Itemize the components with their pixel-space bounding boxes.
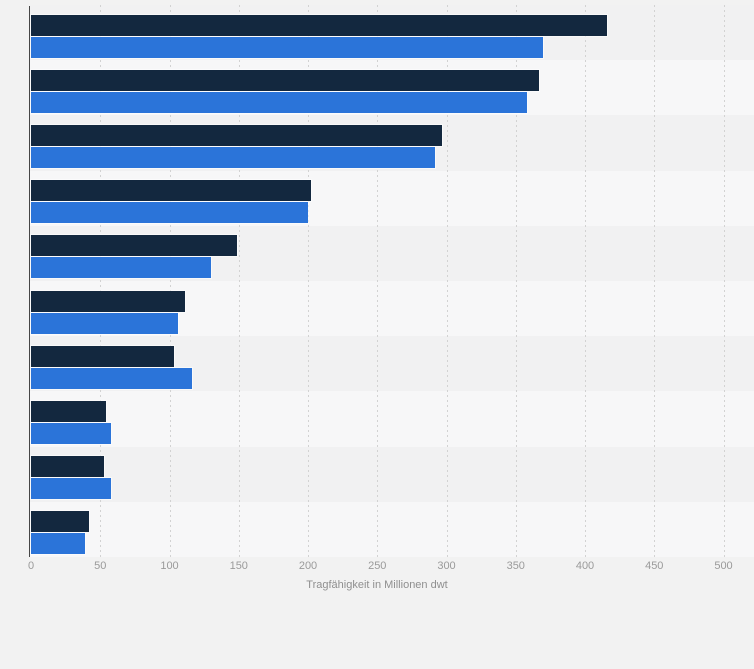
bar-series-dark-navy-row-9[interactable] <box>31 456 105 478</box>
bar-series-blue-row-8[interactable] <box>31 422 112 444</box>
gridline <box>169 5 171 558</box>
x-axis-title: Tragfähigkeit in Millionen dwt <box>306 579 448 591</box>
gridline <box>100 5 102 558</box>
bar-series-blue-row-6[interactable] <box>31 312 178 334</box>
gridline <box>377 5 379 558</box>
gridline <box>446 5 448 558</box>
x-tick-label: 300 <box>437 560 456 572</box>
bar-series-blue-row-9[interactable] <box>31 478 112 500</box>
bar-series-blue-row-1[interactable] <box>31 36 544 58</box>
bar-series-blue-row-4[interactable] <box>31 202 308 224</box>
category-band <box>30 501 754 557</box>
x-tick-label: 0 <box>27 560 35 572</box>
gridline <box>238 5 240 558</box>
category-band <box>30 391 754 447</box>
bar-series-blue-row-3[interactable] <box>31 146 436 168</box>
x-tick-label: 250 <box>368 560 387 572</box>
plot-area <box>29 5 754 558</box>
gridline <box>308 5 309 558</box>
x-tick-label: 200 <box>298 560 318 572</box>
bar-series-dark-navy-row-6[interactable] <box>31 290 185 312</box>
bar-series-blue-row-7[interactable] <box>31 367 192 389</box>
x-tick-label: 450 <box>645 560 664 572</box>
x-tick-label: 400 <box>575 560 595 572</box>
bar-series-dark-navy-row-7[interactable] <box>31 345 174 367</box>
bar-series-dark-navy-row-3[interactable] <box>31 124 443 146</box>
x-tick-label: 50 <box>94 560 107 572</box>
bar-series-dark-navy-row-1[interactable] <box>31 14 608 36</box>
bar-series-dark-navy-row-5[interactable] <box>31 235 238 257</box>
category-band <box>30 446 754 502</box>
bar-series-dark-navy-row-10[interactable] <box>31 511 90 533</box>
gridline <box>515 5 517 558</box>
bar-series-blue-row-2[interactable] <box>31 91 527 113</box>
x-tick-label: 350 <box>506 560 525 572</box>
gridline <box>723 5 725 558</box>
x-tick-label: 500 <box>714 560 733 572</box>
bar-series-dark-navy-row-2[interactable] <box>31 69 540 91</box>
x-tick-label: 150 <box>229 560 248 572</box>
bar-series-blue-row-5[interactable] <box>31 257 212 279</box>
bar-series-blue-row-10[interactable] <box>31 533 85 555</box>
x-tick-label: 100 <box>160 560 179 572</box>
bar-series-dark-navy-row-8[interactable] <box>31 400 106 422</box>
bar-series-dark-navy-row-4[interactable] <box>31 180 311 202</box>
gridline <box>654 5 656 558</box>
gridline <box>585 5 586 558</box>
